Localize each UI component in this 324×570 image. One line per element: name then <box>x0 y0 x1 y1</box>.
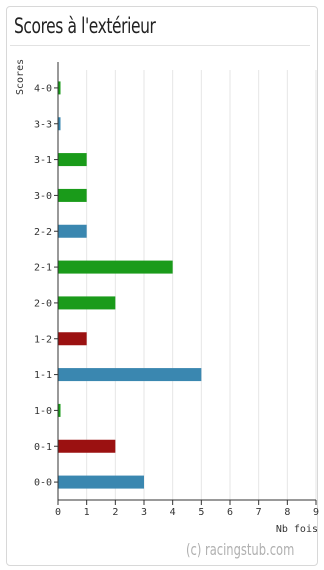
x-tick-label-9: 9 <box>313 507 319 518</box>
bar-3-1 <box>58 153 87 167</box>
bars <box>58 81 202 489</box>
bar-1-0 <box>58 403 61 417</box>
bar-2-0 <box>58 296 116 310</box>
x-tick-label-0: 0 <box>55 507 61 518</box>
bar-1-2 <box>58 332 87 346</box>
x-tick-label-8: 8 <box>284 507 290 518</box>
tick-labels: 0 1 2 3 4 5 6 7 8 9 4-0 3-3 3-1 3-0 2-2 2-1 2-0 1-2 1-1 1-0… <box>34 83 319 518</box>
bar-2-2 <box>58 224 87 238</box>
bar-0-0 <box>58 475 144 489</box>
x-tick-label-4: 4 <box>170 507 176 518</box>
y-tick-label-1-2: 1-2 <box>34 334 52 345</box>
bar-2-1 <box>58 260 173 274</box>
y-tick-label-4-0: 4-0 <box>34 83 52 94</box>
x-tick-label-1: 1 <box>84 507 90 518</box>
x-tick-label-2: 2 <box>112 507 118 518</box>
y-tick-label-2-2: 2-2 <box>34 227 52 238</box>
y-tick-label-2-0: 2-0 <box>34 298 52 309</box>
x-tick-label-7: 7 <box>256 507 262 518</box>
title-divider <box>10 45 310 46</box>
x-axis-title: Nb fois <box>276 524 318 535</box>
chart-title: Scores à l'extérieur <box>14 14 156 38</box>
bar-0-1 <box>58 439 116 453</box>
bar-1-1 <box>58 368 202 382</box>
y-tick-label-3-0: 3-0 <box>34 191 52 202</box>
bar-3-0 <box>58 188 87 202</box>
bar-3-3 <box>58 117 61 131</box>
y-axis-title: Scores <box>15 59 26 95</box>
y-tick-label-0-0: 0-0 <box>34 478 52 489</box>
y-tick-label-3-1: 3-1 <box>34 155 52 166</box>
y-tick-label-3-3: 3-3 <box>34 119 52 130</box>
bar-4-0 <box>58 81 61 95</box>
y-tick-label-1-0: 1-0 <box>34 406 52 417</box>
grid-lines <box>86 70 317 500</box>
y-tick-label-0-1: 0-1 <box>34 442 52 453</box>
x-tick-label-3: 3 <box>141 507 147 518</box>
x-tick-label-6: 6 <box>227 507 233 518</box>
y-tick-label-2-1: 2-1 <box>34 263 52 274</box>
x-tick-label-5: 5 <box>198 507 204 518</box>
y-tick-label-1-1: 1-1 <box>34 370 52 381</box>
credit-watermark: (c) racingstub.com <box>186 540 295 559</box>
axes <box>54 62 317 505</box>
